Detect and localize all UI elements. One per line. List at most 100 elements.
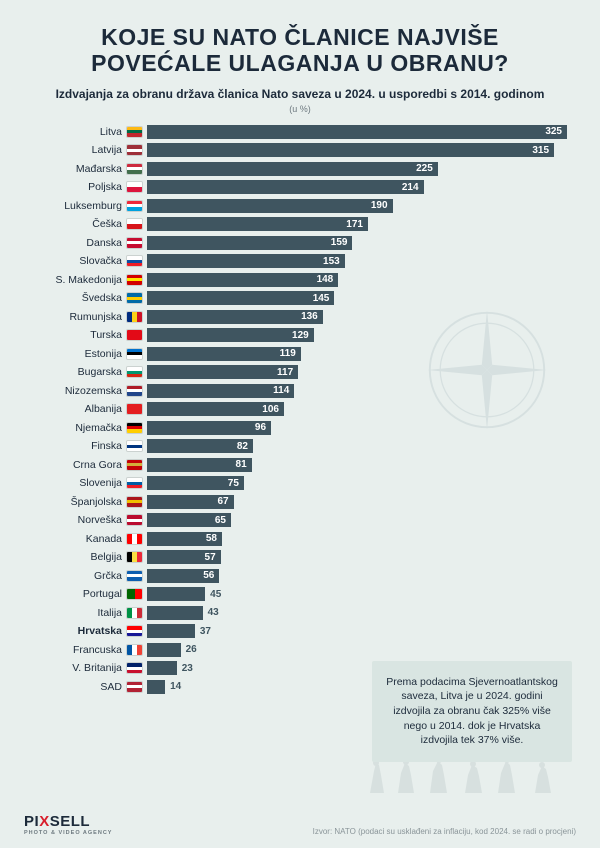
country-label: V. Britanija [24,662,126,674]
bar [147,643,181,657]
bar: 81 [147,458,252,472]
bar-value: 106 [262,404,279,415]
chart-row: Norveška65 [24,511,576,530]
bar-value: 225 [416,163,433,174]
bar-value: 57 [205,552,216,563]
chart-row: Belgija 57 [24,548,576,567]
bar: 56 [147,569,219,583]
bar-value: 96 [255,422,266,433]
flag-icon [126,385,143,397]
bar-value: 159 [331,237,348,248]
flag-icon [126,181,143,193]
bar-value: 75 [228,478,239,489]
flag-icon [126,496,143,508]
flag-icon [126,514,143,526]
bar-value: 43 [208,607,219,618]
chart-row: Španjolska 67 [24,492,576,511]
flag-icon [126,163,143,175]
flag-icon [126,292,143,304]
bar [147,661,177,675]
flag-icon [126,459,143,471]
chart-row: Njemačka96 [24,418,576,437]
bar: 129 [147,328,314,342]
chart-row: Portugal45 [24,585,576,604]
bar: 145 [147,291,334,305]
bar-value: 148 [317,274,334,285]
country-label: Finska [24,440,126,452]
country-label: Hrvatska [24,625,126,637]
chart-row: Nizozemska114 [24,381,576,400]
chart-row: Bugarska117 [24,363,576,382]
chart-row: Litva325 [24,122,576,141]
bar-chart: Litva325Latvija315Mađarska225Poljska214L… [24,122,576,696]
bar: 75 [147,476,244,490]
bar [147,624,195,638]
country-label: Latvija [24,144,126,156]
country-label: Luksemburg [24,200,126,212]
chart-row: Češka171 [24,215,576,234]
bar-value: 145 [313,293,330,304]
country-label: Estonija [24,348,126,360]
bar: 117 [147,365,298,379]
bar-value: 26 [186,644,197,655]
bar-value: 129 [292,330,309,341]
flag-icon [126,607,143,619]
bar: 225 [147,162,438,176]
country-label: Danska [24,237,126,249]
country-label: Španjolska [24,496,126,508]
chart-row: Albanija 106 [24,400,576,419]
bar: 153 [147,254,345,268]
bar-value: 315 [532,145,549,156]
flag-icon [126,477,143,489]
bar: 136 [147,310,323,324]
chart-row: Luksemburg190 [24,196,576,215]
flag-icon [126,588,143,600]
bar: 58 [147,532,222,546]
bar-value: 153 [323,256,340,267]
bar: 148 [147,273,338,287]
country-label: Portugal [24,588,126,600]
chart-row: Kanada58 [24,529,576,548]
country-label: Belgija [24,551,126,563]
bar-value: 117 [277,367,293,378]
bar: 67 [147,495,234,509]
flag-icon [126,126,143,138]
flag-icon [126,570,143,582]
bar: 114 [147,384,294,398]
bar-value: 23 [182,663,193,674]
bar-value: 56 [203,570,214,581]
bar-value: 14 [170,681,181,692]
bar: 214 [147,180,424,194]
flag-icon [126,255,143,267]
flag-icon [126,422,143,434]
country-label: Švedska [24,292,126,304]
bar: 96 [147,421,271,435]
page-title: KOJE SU NATO ČLANICE NAJVIŠE POVEĆALE UL… [24,24,576,77]
chart-row: Poljska214 [24,178,576,197]
chart-row: Latvija 315 [24,141,576,160]
subtitle: Izdvajanja za obranu država članica Nato… [24,87,576,103]
country-label: Litva [24,126,126,138]
flag-icon [126,200,143,212]
bar [147,606,203,620]
bar-value: 37 [200,626,211,637]
footer: PIXSELL PHOTO & VIDEO AGENCY Izvor: NATO… [24,813,576,836]
chart-row: Grčka56 [24,566,576,585]
bar-value: 67 [217,496,228,507]
bar [147,587,205,601]
chart-row: Mađarska 225 [24,159,576,178]
bar: 315 [147,143,554,157]
chart-row: Hrvatska 37 [24,622,576,641]
flag-icon [126,625,143,637]
country-label: Mađarska [24,163,126,175]
bar: 159 [147,236,352,250]
country-label: Slovačka [24,255,126,267]
flag-icon [126,144,143,156]
chart-row: Francuska26 [24,640,576,659]
chart-row: Turska129 [24,326,576,345]
country-label: Norveška [24,514,126,526]
flag-icon [126,311,143,323]
bar-value: 58 [206,533,217,544]
country-label: Albanija [24,403,126,415]
chart-row: Slovenija75 [24,474,576,493]
